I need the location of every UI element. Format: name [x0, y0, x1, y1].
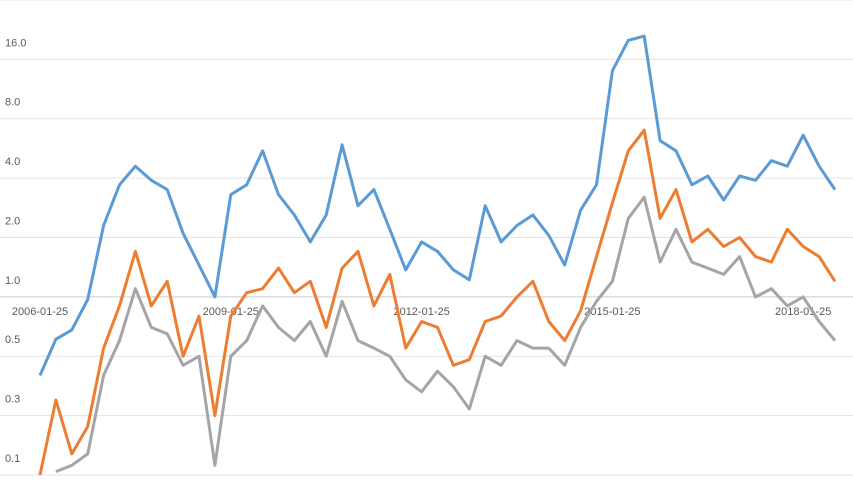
- series-line: [38, 128, 837, 476]
- y-tick-label: 0.1: [5, 453, 20, 465]
- y-tick-label: 1.0: [5, 275, 20, 287]
- series-line: [38, 34, 837, 377]
- x-tick-label: 2012-01-25: [393, 306, 449, 318]
- x-tick-label: 2006-01-25: [12, 306, 68, 318]
- y-tick-label: 8.0: [5, 97, 20, 109]
- x-tick-label: 2009-01-25: [203, 306, 259, 318]
- y-tick-label: 0.5: [5, 334, 20, 346]
- series-line: [55, 195, 837, 473]
- y-tick-label: 4.0: [5, 156, 20, 168]
- x-tick-label: 2018-01-25: [775, 306, 831, 318]
- y-tick-label: 0.3: [5, 394, 20, 406]
- y-tick-label: 16.0: [5, 37, 26, 49]
- y-tick-label: 2.0: [5, 215, 20, 227]
- x-tick-label: 2015-01-25: [584, 306, 640, 318]
